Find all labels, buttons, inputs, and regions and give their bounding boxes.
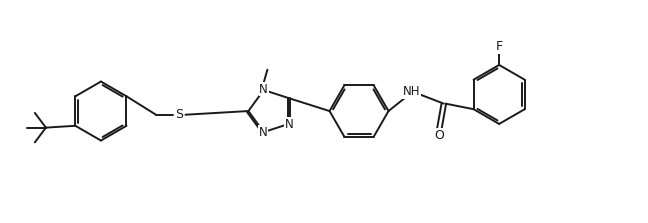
- Text: N: N: [285, 118, 294, 130]
- Text: O: O: [434, 128, 444, 142]
- Text: F: F: [496, 40, 503, 53]
- Text: S: S: [175, 108, 183, 121]
- Text: NH: NH: [403, 85, 421, 98]
- Text: N: N: [259, 126, 267, 138]
- Text: N: N: [259, 83, 268, 96]
